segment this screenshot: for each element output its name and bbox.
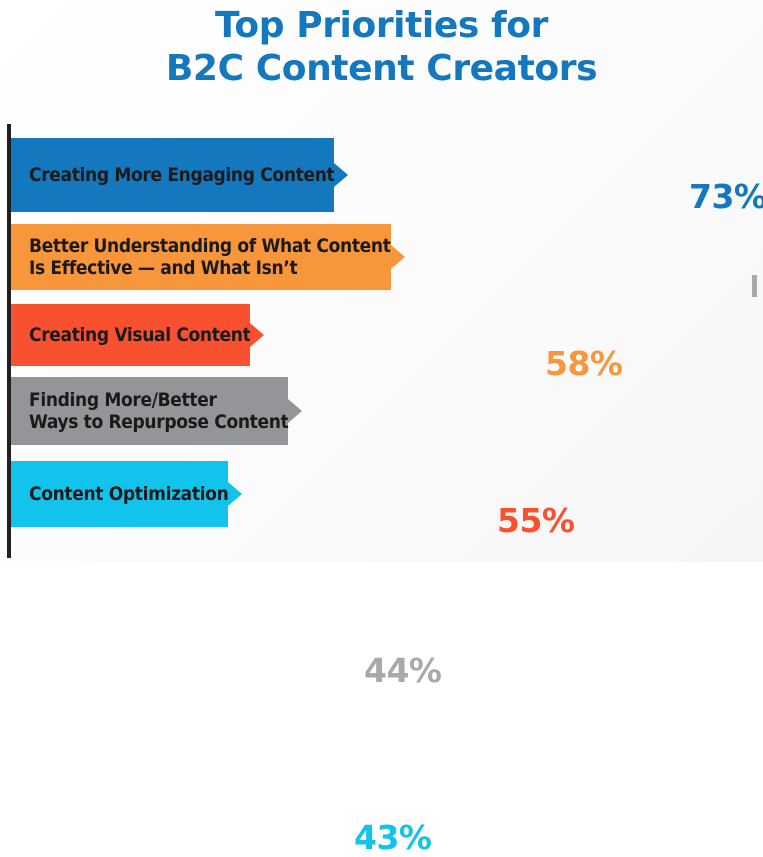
title-line-2: B2C Content Creators [165, 48, 598, 89]
bar-finding-more-better-ways-to-repurpose-content[interactable]: Finding More/Better Ways to Repurpose Co… [11, 377, 345, 445]
bar-content-optimization[interactable]: Content Optimization [11, 461, 335, 527]
bar-body: Creating Visual Content [11, 304, 251, 366]
bar-arrow-icon [390, 245, 405, 269]
bar-better-understanding-of-what-content-is-effective[interactable]: Better Understanding of What Content Is … [11, 224, 526, 290]
bar-arrow-icon [250, 323, 265, 347]
bar-value: 43% [354, 818, 432, 857]
bar-body: Finding More/Better Ways to Repurpose Co… [11, 377, 289, 445]
bar-body: Better Understanding of What Content Is … [11, 224, 391, 290]
bar-arrow-icon [288, 399, 303, 423]
bar-value: 73% [689, 177, 763, 216]
bar-value: 55% [497, 501, 575, 540]
title-line-1: Top Priorities for [215, 5, 548, 46]
edge-artifact [752, 275, 757, 297]
bar-chart: Creating More Engaging Content 73% Bette… [0, 118, 763, 854]
bar-value: 44% [364, 651, 442, 690]
bar-label: Better Understanding of What Content Is … [29, 235, 391, 279]
bar-creating-more-engaging-content[interactable]: Creating More Engaging Content [11, 138, 666, 212]
bar-label: Creating Visual Content [29, 324, 251, 346]
bar-body: Creating More Engaging Content [11, 138, 335, 212]
value-axis-line [7, 124, 11, 558]
bar-arrow-icon [334, 163, 349, 187]
bar-value: 58% [545, 344, 623, 383]
bar-label: Finding More/Better Ways to Repurpose Co… [29, 389, 289, 433]
bar-label: Creating More Engaging Content [29, 164, 335, 186]
page-title: Top Priorities for B2C Content Creators [0, 0, 763, 90]
bar-arrow-icon [228, 482, 243, 506]
bar-body: Content Optimization [11, 461, 229, 527]
bar-creating-visual-content[interactable]: Creating Visual Content [11, 304, 478, 366]
bar-label: Content Optimization [29, 483, 229, 505]
